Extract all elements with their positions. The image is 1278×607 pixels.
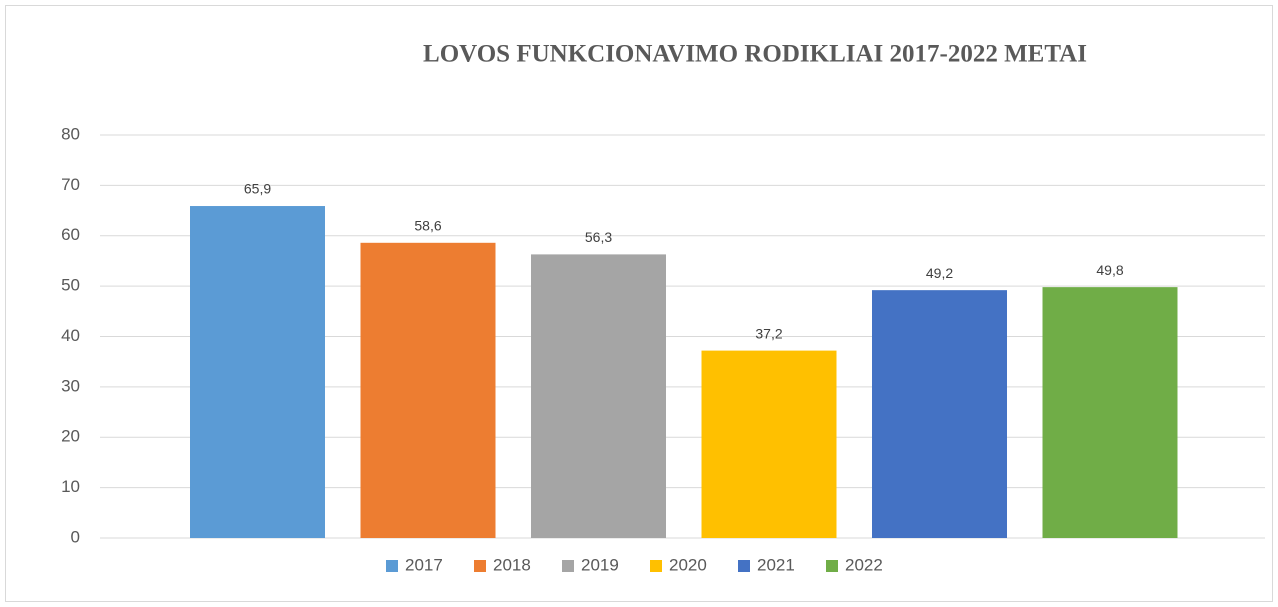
y-tick-label: 50 bbox=[61, 276, 80, 295]
data-label: 37,2 bbox=[755, 325, 782, 341]
bar bbox=[360, 242, 496, 539]
data-label: 49,8 bbox=[1096, 262, 1123, 278]
data-label: 58,6 bbox=[414, 218, 441, 234]
bar bbox=[701, 350, 837, 538]
legend-swatch bbox=[738, 560, 750, 572]
y-tick-label: 10 bbox=[61, 477, 80, 496]
legend-label: 2018 bbox=[493, 555, 531, 574]
legend-swatch bbox=[474, 560, 486, 572]
legend-swatch bbox=[386, 560, 398, 572]
y-tick-label: 60 bbox=[61, 225, 80, 244]
data-label: 49,2 bbox=[926, 265, 953, 281]
y-tick-label: 40 bbox=[61, 326, 80, 345]
data-label: 65,9 bbox=[244, 181, 271, 197]
legend-label: 2021 bbox=[757, 555, 795, 574]
y-tick-label: 30 bbox=[61, 376, 80, 395]
legend-label: 2022 bbox=[845, 555, 883, 574]
legend-swatch bbox=[650, 560, 662, 572]
y-tick-label: 70 bbox=[61, 175, 80, 194]
legend-swatch bbox=[826, 560, 838, 572]
legend-label: 2017 bbox=[405, 555, 443, 574]
legend-label: 2019 bbox=[581, 555, 619, 574]
bar bbox=[1042, 287, 1178, 538]
y-tick-label: 20 bbox=[61, 427, 80, 446]
y-tick-label: 80 bbox=[61, 124, 80, 143]
legend-swatch bbox=[562, 560, 574, 572]
bar bbox=[190, 206, 325, 538]
bar bbox=[531, 254, 666, 539]
chart-title: LOVOS FUNKCIONAVIMO RODIKLIAI 2017-2022 … bbox=[423, 41, 1087, 68]
legend-label: 2020 bbox=[669, 555, 707, 574]
y-tick-label: 0 bbox=[71, 527, 80, 546]
data-label: 56,3 bbox=[585, 229, 612, 245]
bar bbox=[872, 290, 1007, 538]
